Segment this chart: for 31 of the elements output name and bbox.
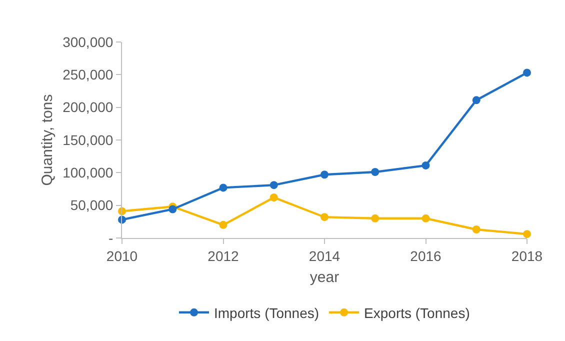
legend-label: Imports (Tonnes)	[214, 304, 320, 321]
point	[422, 161, 430, 170]
y-tick-label: 250,000	[62, 66, 114, 83]
x-tick-label: 2016	[410, 248, 442, 264]
point	[320, 170, 328, 179]
x-tick-label: 2018	[511, 248, 543, 264]
point	[320, 213, 328, 222]
x-axis-title: year	[310, 268, 340, 286]
point	[523, 230, 531, 238]
point	[219, 220, 228, 229]
x-tick-label: 2014	[308, 248, 340, 264]
point	[472, 226, 480, 234]
y-tick-label: 200,000	[62, 99, 114, 116]
point	[523, 68, 531, 77]
x-tick-label: 2010	[106, 248, 138, 264]
y-tick-label: 150,000	[62, 132, 114, 148]
y-tick-label: 300,000	[62, 34, 114, 50]
y-tick-label: 100,000	[62, 164, 114, 181]
point	[270, 181, 278, 190]
point	[270, 193, 278, 202]
point	[371, 214, 380, 222]
y-axis-title: Quantity, tons	[38, 94, 56, 186]
point	[472, 96, 480, 104]
point	[371, 168, 380, 176]
point	[422, 214, 430, 222]
legend-label: Exports (Tonnes)	[364, 304, 470, 321]
y-tick-label: 50,000	[70, 197, 114, 214]
y-tick-label: -	[108, 230, 114, 246]
point	[219, 184, 228, 192]
point	[168, 205, 177, 214]
x-tick-label: 2012	[208, 248, 240, 264]
